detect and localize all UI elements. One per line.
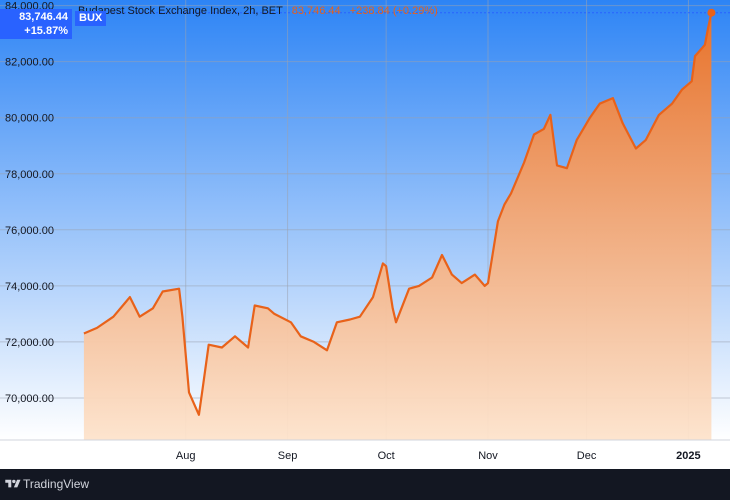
price-area — [83, 12, 712, 440]
y-tick-label: 80,000.00 — [5, 113, 54, 125]
price-badge: 83,746.44 +15.87% — [0, 9, 72, 39]
x-tick-label: Aug — [176, 450, 196, 462]
x-tick-label: 2025 — [676, 450, 700, 462]
y-tick-label: 78,000.00 — [5, 169, 54, 181]
x-axis: Aug Sep Oct Nov Dec 2025 — [176, 450, 701, 462]
chart-header: Budapest Stock Exchange Index, 2h, BET 8… — [78, 5, 438, 17]
y-tick-label: 76,000.00 — [5, 225, 54, 237]
last-price-marker — [707, 8, 716, 17]
symbol-chip: BUX — [75, 11, 107, 26]
footer-bar: TradingView — [0, 469, 730, 500]
tradingview-logo-icon[interactable] — [5, 478, 21, 490]
price-line — [83, 12, 713, 416]
x-tick-label: Oct — [378, 450, 395, 462]
y-axis: 84,000.0082,000.0080,000.0078,000.0076,0… — [5, 1, 54, 405]
x-tick-label: Nov — [478, 450, 498, 462]
x-axis-background — [0, 440, 730, 469]
x-tick-label: Sep — [278, 450, 298, 462]
price-change: +238.84 (+0.29%) — [350, 5, 438, 17]
y-tick-label: 72,000.00 — [5, 337, 54, 349]
y-tick-label: 74,000.00 — [5, 281, 54, 293]
chart: 84,000.0082,000.0080,000.0078,000.0076,0… — [0, 0, 730, 469]
y-tick-label: 70,000.00 — [5, 393, 54, 405]
x-tick-label: Dec — [577, 450, 597, 462]
tradingview-brand[interactable]: TradingView — [23, 477, 90, 491]
last-price: 83,746.44 — [292, 5, 341, 17]
y-tick-label: 82,000.00 — [5, 57, 54, 69]
instrument-name: Budapest Stock Exchange Index, 2h, BET — [78, 5, 283, 17]
badge-change: +15.87% — [24, 25, 68, 37]
badge-price: 83,746.44 — [19, 11, 68, 23]
